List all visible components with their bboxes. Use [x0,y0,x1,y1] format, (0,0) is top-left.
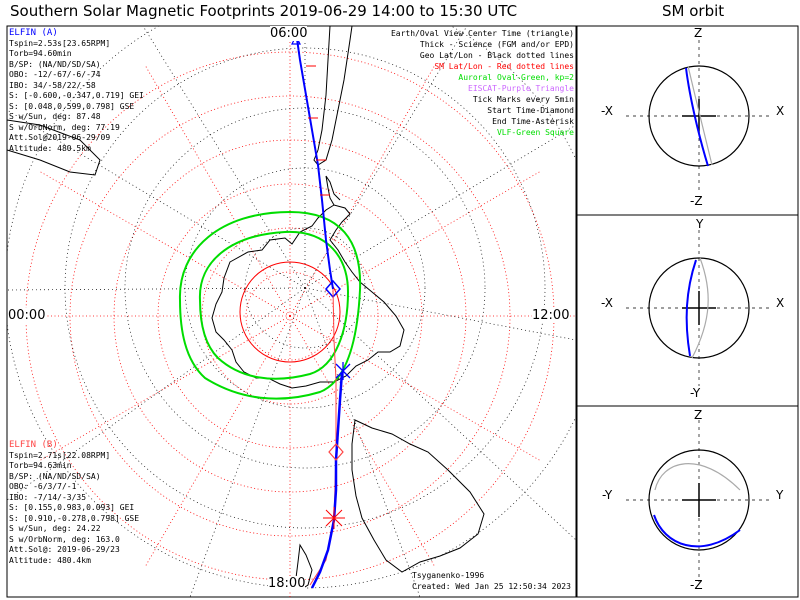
legend-item: Geo Lat/Lon - Black dotted lines [419,51,574,60]
elfin-b-line: Att.Sol@: 2019-06-29/23 [9,545,120,554]
elfin-a-line: B/SP: (NA/ND/SD/SA) [9,59,101,69]
legend-item: EISCAT-Purple Triangle [468,84,574,93]
sm-panel-1 [626,40,772,192]
legend-item: End Time-Asterisk [492,117,574,126]
auroral-oval-inner [198,230,350,380]
sm3-left: -Y [602,488,613,502]
australia-outline [351,419,485,573]
geo-grid [7,26,576,589]
elfin-b-line: B/SP: (NA/ND/SD/SA) [9,471,101,481]
elfin-a-line: Att.Sol@2019-06-29/09 [9,133,111,142]
sm3-bottom: -Z [690,578,703,592]
antarctic-peninsula [325,175,341,206]
map-layer [7,26,576,597]
elfin-b-line: Tspin=2.71s[22.08RPM] [9,450,111,460]
sm2-left: -X [601,296,613,310]
elfin-b-line: S w/OrbNorm, deg: 163.0 [9,534,120,544]
elfin-b-line: Altitude: 480.4km [9,555,91,565]
sm1-right: X [776,104,785,118]
elfin-b-track-thin [309,288,337,586]
elfin-b-line: S: [0.155,0.983,0.093] GEI [9,503,135,512]
elfin-a-track [295,31,334,290]
elfin-b-start-diamond [328,443,344,461]
sm-meridians [7,26,576,597]
elfin-a-line: S w/OrbNorm, deg: 77.19 [9,122,120,132]
sm3-top: Z [694,408,703,422]
elfin-b-line: S: [0.910,-0.278,0.798] GSE [9,513,140,523]
credits-created: Created: Wed Jan 25 12:50:34 2023 [412,582,571,591]
credits-author: Tsyganenko-1996 [412,571,485,580]
clock-label-left: 00:00 [8,308,46,323]
elfin-a-line: Altitude: 480.5km [9,143,91,153]
elfin-a-line: OBO: -12/-67/-6/-74 [9,70,101,79]
sm2-right: X [776,296,785,310]
elfin-b-science-segment [310,371,344,589]
sm3-right: Y [776,488,784,502]
sm2-top: Y [696,217,704,231]
elfin-a-asterisk [335,362,351,380]
sm-orbit-title: SM orbit [662,2,725,20]
auroral-oval-outer [178,210,362,400]
legend-item: SM Lat/Lon - Red dotted lines [434,62,574,71]
elfin-a-line: S: [0.048,0.599,0.798] GSE [9,101,135,111]
legend-item: VLF-Green Square [496,128,574,137]
legend-item: Auroral Oval-Green, kp=2 [458,73,574,82]
sm-frame [576,25,799,598]
elfin-b-info: ELFIN (B) Tspin=2.71s[22.08RPM] Torb=94.… [9,440,139,566]
elfin-a-line: IBO: 34/-58/22/-58 [9,80,96,90]
sm1-bottom: -Z [690,194,703,208]
elfin-b-line: S w/Sun, deg: 24.22 [9,524,101,533]
sm-pole-circle [239,261,341,363]
sm1-top: Z [694,26,703,40]
elfin-b-asterisk [323,507,345,529]
elfin-a-info: ELFIN (A) Tspin=2.53s[23.65RPM] Torb=94.… [9,28,144,154]
elfin-b-name: ELFIN (B) [9,440,58,450]
elfin-a-line: Torb=94.60min [9,49,72,58]
africa-tip [7,119,101,176]
elfin-a-ticks [306,65,330,196]
legend-item: Tick Marks every 5min [472,95,574,104]
elfin-a-line: S w/Sun, deg: 87.48 [9,112,101,121]
antarctica-coastline [211,204,405,389]
credits: Tsyganenko-1996 Created: Wed Jan 25 12:5… [412,570,571,592]
elfin-a-name: ELFIN (A) [9,28,58,38]
legend-item: Start Time-Diamond [487,106,574,115]
sm-panel-2 [626,230,772,386]
elfin-b-line: IBO: -7/14/-3/35 [9,492,87,502]
clock-label-right: 12:00 [532,308,570,323]
geo-meridians [7,26,576,597]
sm1-left: -X [601,104,613,118]
legend-item: Earth/Oval View Center Time (triangle) [390,29,574,38]
elfin-b-line: Torb=94.63min [9,461,72,470]
sm2-bottom: -Y [690,386,701,400]
clock-label-bottom: 18:00 [268,576,306,591]
south-america-tip [313,26,353,166]
legend: Earth/Oval View Center Time (triangle) T… [391,28,574,138]
clock-label-top: 06:00 [270,26,308,41]
elfin-a-line: S: [-0.600,-0.347,0.719] GEI [9,91,144,100]
elfin-b-line: OBO: -6/3/7/-1 [9,482,77,491]
sm-panel-3 [626,420,772,582]
elfin-a-line: Tspin=2.53s[23.65RPM] [9,38,111,48]
legend-item: Thick - Science (FGM and/or EPD) [419,40,574,49]
page-title: Southern Solar Magnetic Footprints 2019-… [10,2,518,20]
